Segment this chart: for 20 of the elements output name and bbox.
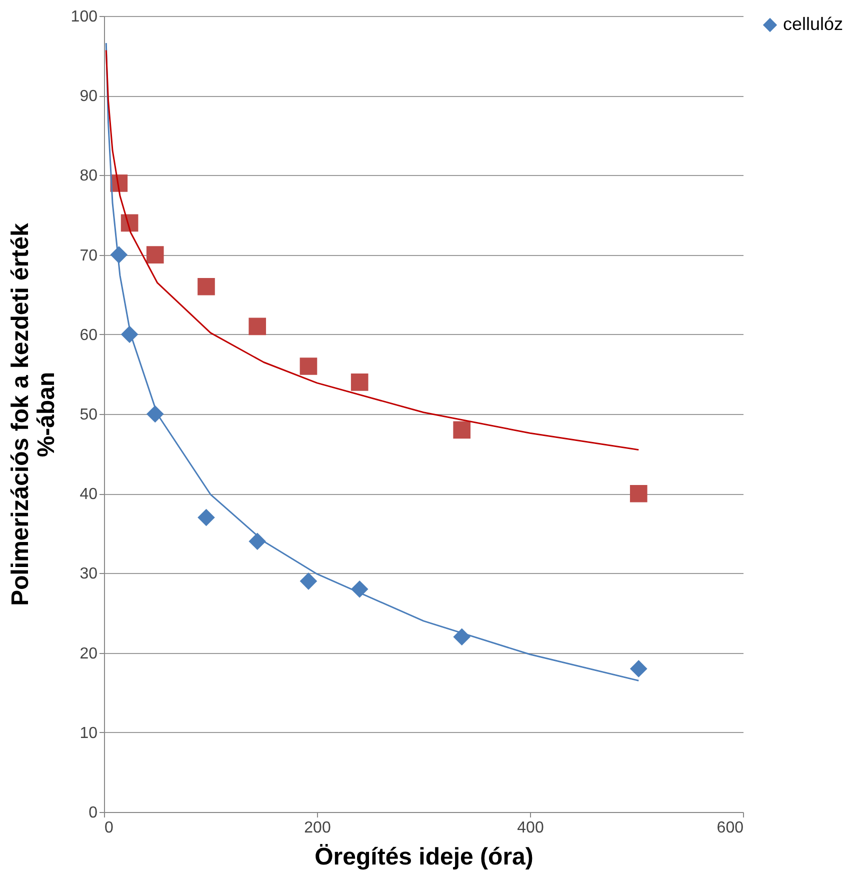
line-series (105, 42, 640, 682)
y-tick-label: 100 (70, 8, 98, 26)
x-axis-title: Öregítés ideje (óra) (314, 844, 534, 870)
line-series (105, 49, 640, 451)
x-tick-label: 600 (716, 820, 744, 836)
x-tick-label: 0 (104, 820, 114, 836)
y-tick-label: 0 (88, 804, 98, 822)
y-tick-label: 10 (80, 724, 98, 742)
y-tick-label: 70 (80, 247, 98, 264)
y-tick-label: 30 (80, 566, 98, 583)
legend-label: cellulóz (783, 14, 844, 34)
y-tick-label: 90 (80, 88, 98, 106)
y-axis-title: Polimerizációs fok a kezdeti érték %-ában (6, 222, 60, 606)
y-tick-label: 40 (80, 486, 98, 504)
x-tick-label: 200 (304, 820, 331, 836)
y-tick-label: 60 (80, 326, 98, 344)
y-tick-label: 50 (80, 406, 98, 424)
y-tick-label: 20 (80, 645, 98, 662)
y-tick-label: 80 (80, 168, 98, 185)
x-tick-label: 400 (517, 820, 544, 836)
